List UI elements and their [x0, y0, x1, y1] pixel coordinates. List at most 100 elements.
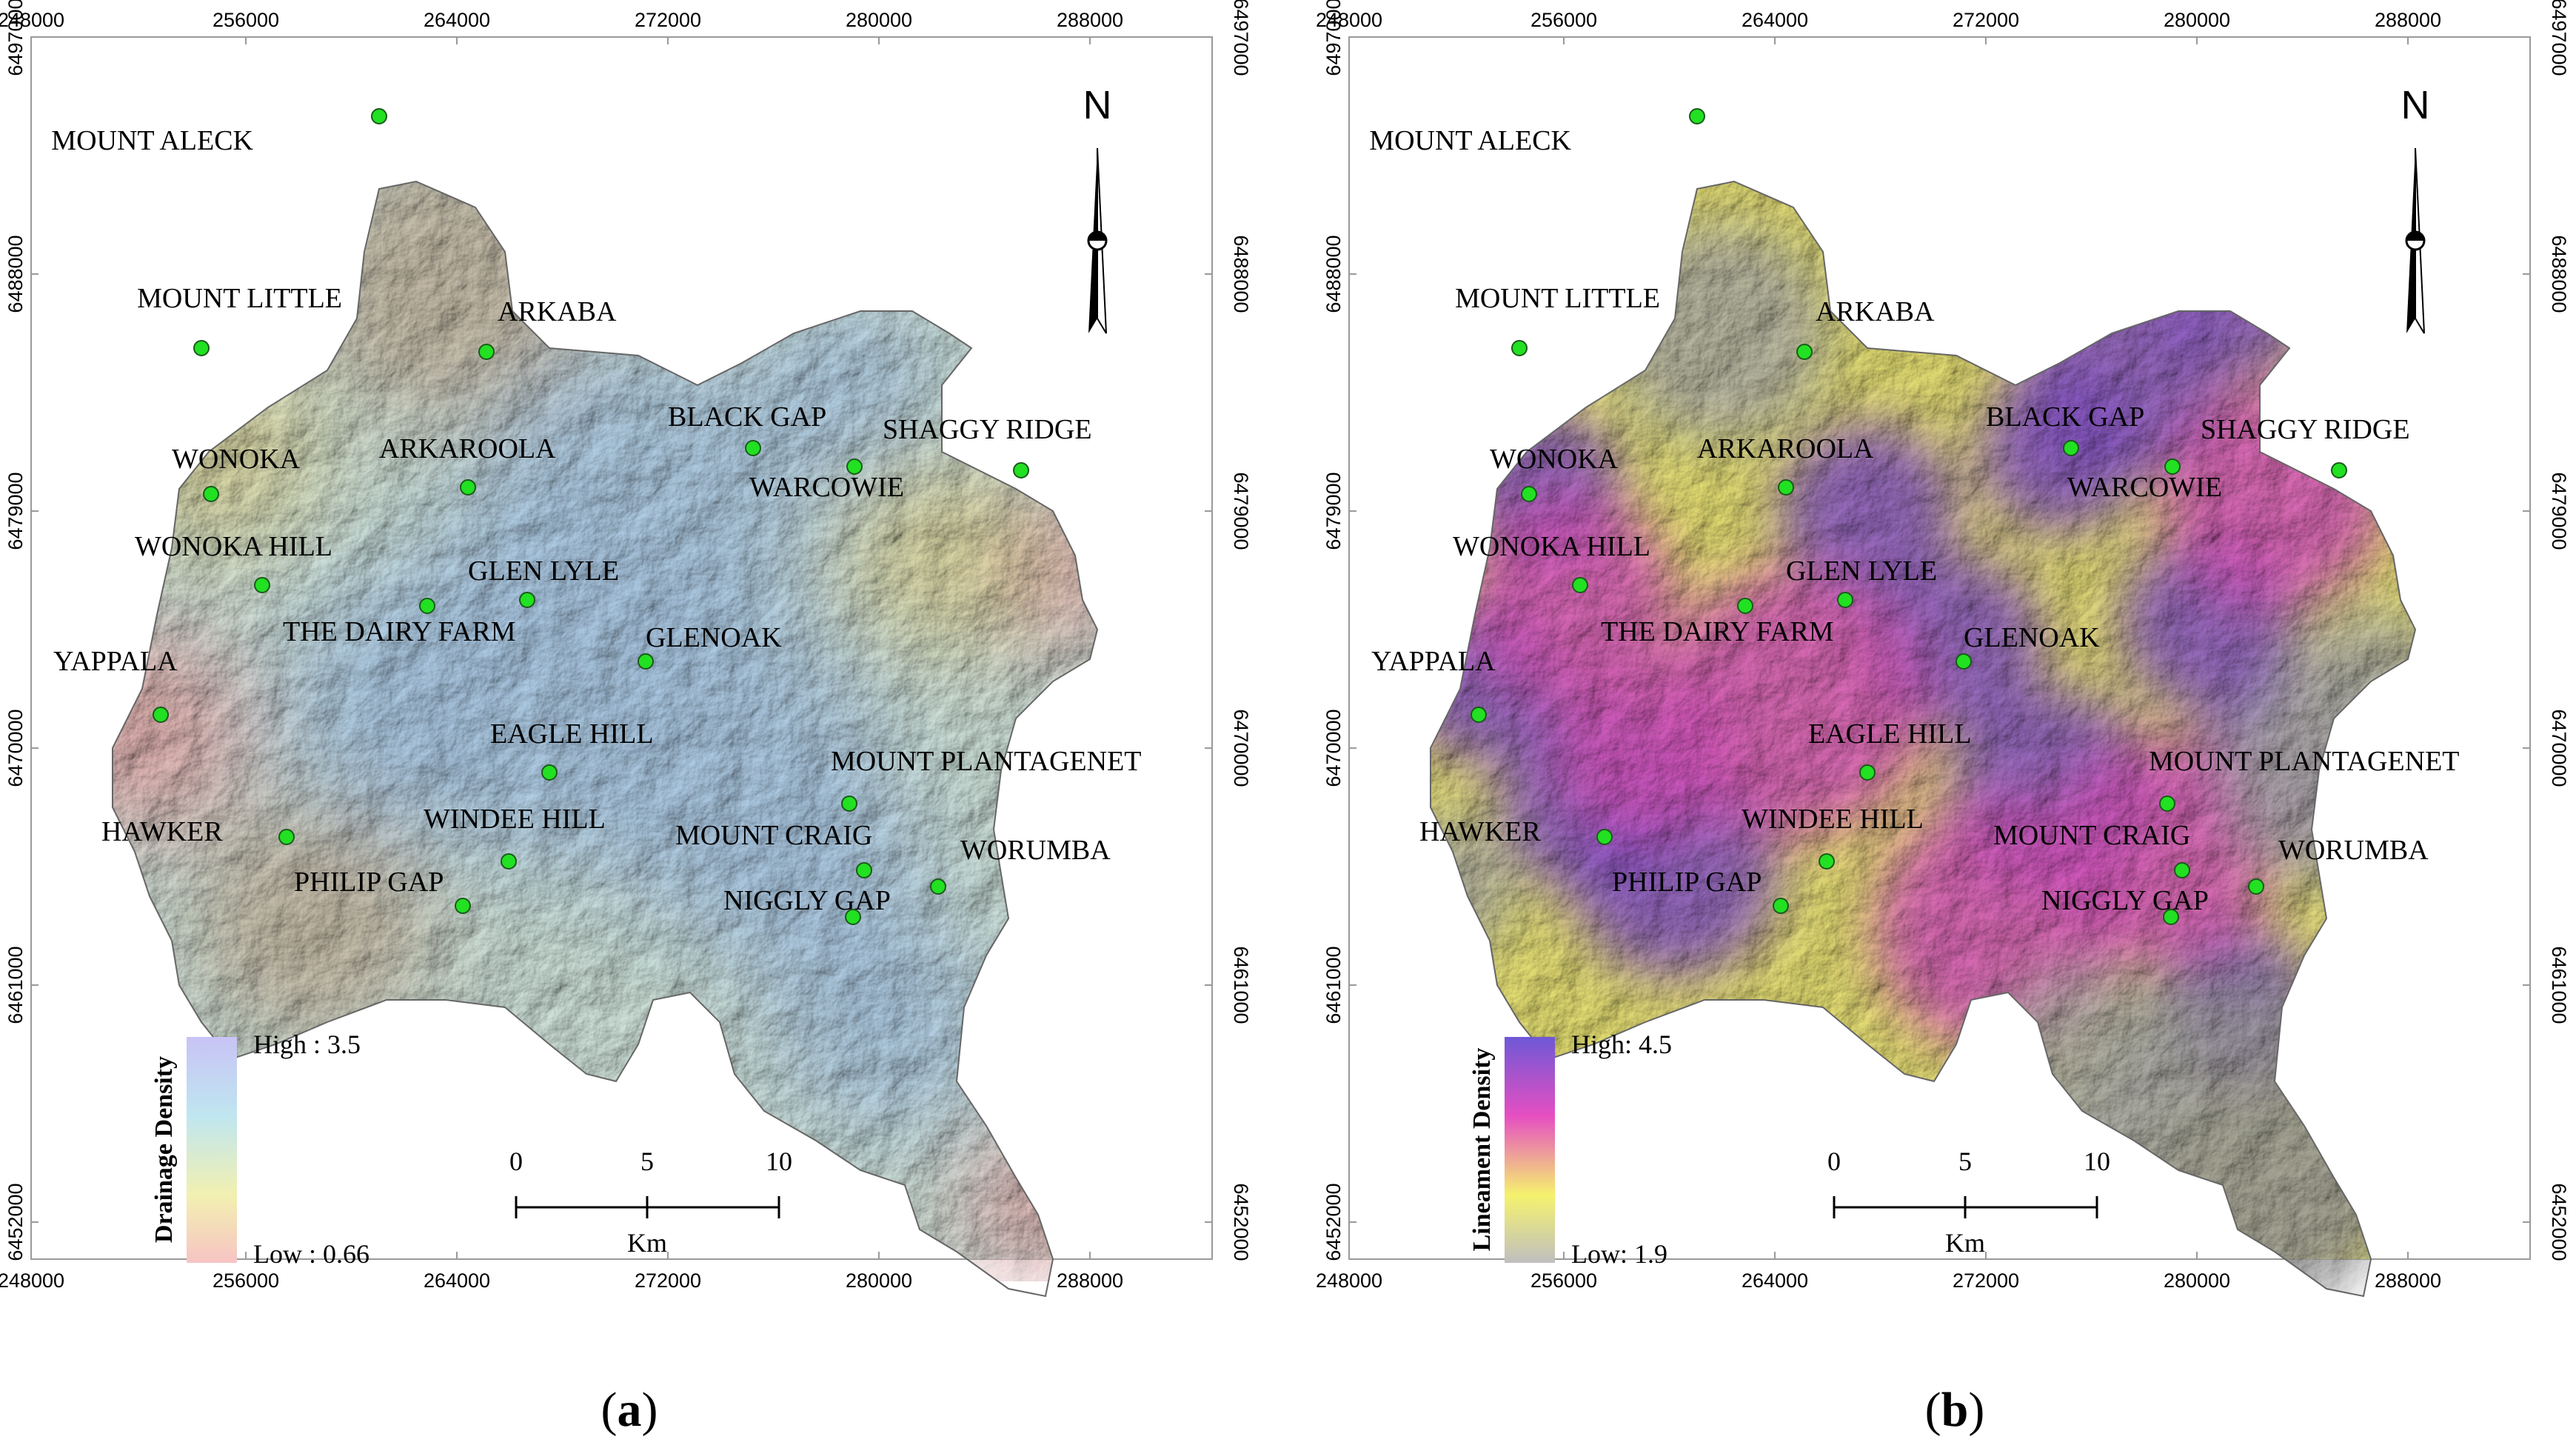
place-label: THE DAIRY FARM	[1601, 616, 1834, 647]
place-dot	[845, 909, 861, 925]
density-blob	[2053, 741, 2275, 963]
density-blob	[2156, 215, 2319, 378]
place-marker: BLACK GAP	[1986, 401, 2144, 456]
panel-a: 248000 248000 256000 256000 264000 264000 2720…	[0, 0, 1252, 1297]
place-label: MOUNT ALECK	[1369, 125, 1571, 156]
place-marker: MOUNT CRAIG	[675, 820, 872, 878]
place-marker: WARCOWIE	[749, 458, 904, 503]
place-dot	[745, 440, 761, 456]
y-tick-label-right: 6497000	[2548, 0, 2570, 76]
place-marker: PHILIP GAP	[294, 867, 471, 914]
place-label: WARCOWIE	[749, 472, 904, 503]
scale-bar-label: 5	[640, 1147, 654, 1176]
scale-bar-label: 5	[1958, 1147, 1972, 1176]
place-marker: GLENOAK	[1956, 622, 2100, 670]
y-tick-label-left: 6488000	[4, 235, 27, 313]
place-label: NIGGLY GAP	[723, 885, 891, 916]
legend-high: High: 4.5	[1571, 1030, 1672, 1059]
density-blob	[113, 630, 246, 837]
place-dot	[203, 486, 219, 502]
north-label: N	[1083, 83, 1112, 127]
place-dot	[478, 344, 495, 360]
density-blob	[468, 348, 809, 689]
place-label: ARKAROOLA	[1697, 433, 1874, 464]
place-dot	[930, 878, 946, 895]
x-tick-label-top: 256000	[1530, 9, 1597, 31]
density-blob	[1608, 222, 1830, 444]
y-tick-label-left: 6461000	[4, 946, 27, 1024]
place-marker: WONOKA	[172, 444, 301, 502]
place-marker: SHAGGY RIDGE	[2201, 414, 2410, 478]
y-tick-label-right: 6461000	[1230, 946, 1252, 1024]
y-tick-label-left: 6497000	[1322, 0, 1345, 76]
x-tick-label-bottom: 256000	[213, 1269, 279, 1292]
place-dot	[1837, 592, 1853, 608]
place-label: GLENOAK	[1964, 622, 2100, 653]
density-blob	[283, 570, 549, 837]
place-dot	[1471, 707, 1487, 723]
place-label: WARCOWIE	[2067, 472, 2222, 503]
place-dot	[2331, 462, 2347, 478]
place-dot	[1778, 479, 1794, 496]
y-tick-label-right: 6470000	[2548, 709, 2570, 787]
x-tick-label-top: 288000	[1057, 9, 1123, 31]
place-marker: WARCOWIE	[2067, 458, 2222, 503]
x-tick-label-bottom: 264000	[424, 1269, 490, 1292]
x-tick-label-top: 280000	[846, 9, 912, 31]
place-dot	[1596, 829, 1613, 845]
place-marker: WONOKA HILL	[135, 531, 332, 593]
place-label: SHAGGY RIDGE	[2201, 414, 2410, 445]
place-label: ARKABA	[498, 296, 617, 327]
place-dot	[455, 898, 471, 914]
y-tick-label-left: 6479000	[4, 472, 27, 550]
scale-bar-label: 0	[509, 1147, 523, 1176]
place-dot	[1819, 853, 1835, 870]
place-dot	[153, 707, 169, 723]
x-tick-label-top: 272000	[635, 9, 701, 31]
place-dot	[1013, 462, 1029, 478]
place-marker: NIGGLY GAP	[723, 885, 891, 925]
place-dot	[1773, 898, 1789, 914]
place-label: WONOKA HILL	[135, 531, 332, 562]
place-label: HAWKER	[1419, 816, 1541, 847]
place-marker: WINDEE HILL	[1742, 804, 1924, 870]
place-label: NIGGLY GAP	[2041, 885, 2209, 916]
place-dot	[1796, 344, 1813, 360]
legend-color-ramp	[187, 1037, 237, 1263]
scale-bar-unit: Km	[627, 1228, 667, 1258]
y-tick-label-right: 6452000	[1230, 1183, 1252, 1261]
map-frame	[30, 36, 1213, 1260]
density-blob	[846, 459, 1038, 652]
x-tick-label-bottom: 280000	[2164, 1269, 2230, 1292]
x-tick-label-bottom: 272000	[1953, 1269, 2019, 1292]
place-label: EAGLE HILL	[490, 718, 654, 750]
place-marker: YAPPALA	[1371, 646, 1496, 723]
x-tick-label-bottom: 272000	[635, 1269, 701, 1292]
place-dot	[1572, 577, 1588, 593]
place-dot	[193, 340, 210, 356]
x-tick-label-top: 272000	[1953, 9, 2019, 31]
caption-a: (a)	[601, 1383, 658, 1437]
north-arrow-hub-fill	[2406, 232, 2424, 241]
place-label: ARKABA	[1816, 296, 1935, 327]
place-marker: HAWKER	[1419, 816, 1613, 847]
y-tick-label-right: 6452000	[2548, 1183, 2570, 1261]
place-dot	[1956, 653, 1972, 670]
place-label: YAPPALA	[1371, 646, 1496, 677]
y-tick-label-left: 6497000	[4, 0, 27, 76]
place-label: GLEN LYLE	[1786, 555, 1937, 587]
place-label: WONOKA	[1490, 444, 1619, 475]
place-label: WONOKA	[172, 444, 301, 475]
y-tick-label-right: 6479000	[2548, 472, 2570, 550]
y-tick-label-right: 6488000	[1230, 235, 1252, 313]
place-label: YAPPALA	[53, 646, 178, 677]
caption-b: (b)	[1925, 1383, 1985, 1437]
density-blob	[1468, 496, 1675, 704]
scale-bar-label: 0	[1827, 1147, 1841, 1176]
y-tick-label-right: 6470000	[1230, 709, 1252, 787]
place-marker: GLEN LYLE	[468, 555, 619, 608]
scale-bar-label: 10	[766, 1147, 792, 1176]
place-label: EAGLE HILL	[1808, 718, 1972, 750]
place-marker: GLEN LYLE	[1786, 555, 1937, 608]
place-label: ARKAROOLA	[379, 433, 556, 464]
